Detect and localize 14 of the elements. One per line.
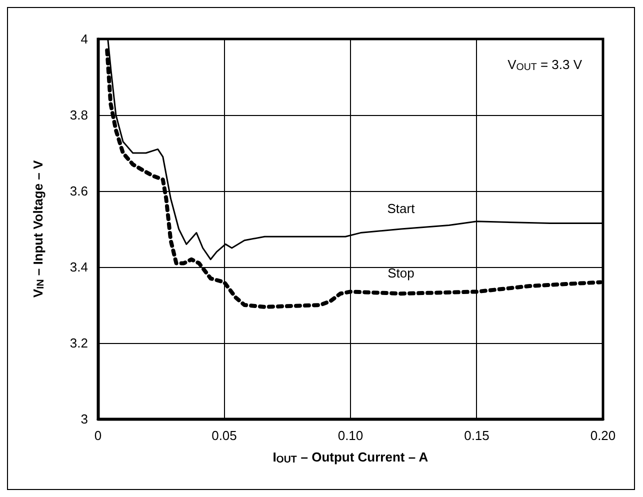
x-tick-label: 0.20 (590, 428, 616, 443)
y-tick-label: 3.6 (70, 184, 88, 198)
y-tick-label: 3 (80, 412, 88, 426)
x-tick-label: 0 (94, 428, 102, 443)
y-tick-label: 4 (80, 32, 88, 46)
x-tick-label: 0.05 (212, 428, 237, 443)
y-axis-title: VIN – Input Voltage – V (30, 160, 46, 298)
y-tick-label: 3.8 (70, 108, 88, 122)
y-tick-label: 3.4 (70, 260, 88, 274)
x-tick-label: 0.10 (338, 428, 364, 443)
series-label: Start (387, 201, 416, 216)
x-tick-label: 0.15 (464, 428, 490, 443)
y-tick-label: 3.2 (70, 336, 88, 350)
series-label: Stop (388, 266, 414, 281)
